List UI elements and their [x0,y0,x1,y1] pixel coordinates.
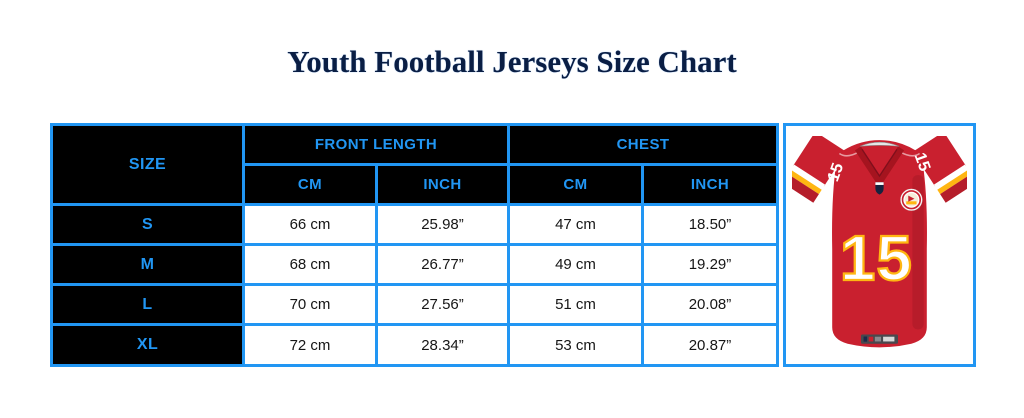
jersey-right-sleeve [912,136,967,203]
jersey-number-right-shoulder: 15 [911,150,934,173]
chart-area: SIZE FRONT LENGTH CHEST CM INCH CM INCH … [50,123,976,367]
page-title: Youth Football Jerseys Size Chart [287,44,737,79]
front-inch-cell-s: 25.98” [378,206,507,243]
front-cm-cell-l: 70 cm [245,286,375,323]
jersey-number-front: 15 [840,222,913,294]
size-cell-xl: XL [53,326,242,364]
size-cell-m: M [53,246,242,283]
chest-inch-cell-m: 19.29” [644,246,776,283]
jersey-graphic: 15 15 15 [792,136,967,348]
chest-cm-cell-xl: 53 cm [510,326,641,364]
size-chart-table: SIZE FRONT LENGTH CHEST CM INCH CM INCH … [50,123,779,367]
chest-cm-cell-l: 51 cm [510,286,641,323]
jersey-collar-opening [859,141,900,147]
header-cell-chest: CHEST [510,126,776,163]
nfl-shield-icon [875,182,884,195]
size-cell-l: L [53,286,242,323]
subheader-chest-cm: CM [510,166,641,203]
right-seam-piping [900,151,921,157]
chest-cm-cell-s: 47 cm [510,206,641,243]
front-inch-cell-l: 27.56” [378,286,507,323]
front-cm-cell-s: 66 cm [245,206,375,243]
front-inch-cell-m: 26.77” [378,246,507,283]
subheader-front-inch: INCH [378,166,507,203]
swoosh-icon [935,218,949,231]
left-seam-piping [838,151,859,157]
jersey-body [832,140,927,348]
vneck-inner-line [861,149,898,178]
chest-inch-cell-s: 18.50” [644,206,776,243]
size-cell-s: S [53,206,242,243]
jersey-number-left-shoulder: 15 [824,161,847,184]
front-cm-cell-m: 68 cm [245,246,375,283]
jersey-side-shade [912,175,924,330]
chest-cm-cell-m: 49 cm [510,246,641,283]
header-cell-front-length: FRONT LENGTH [245,126,507,163]
header-cell-size: SIZE [53,126,242,203]
jersey-product-image: 15 15 15 [783,123,976,367]
jock-tag [860,334,899,344]
team-patch-icon [900,188,923,211]
chest-inch-cell-l: 20.08” [644,286,776,323]
jersey-vneck [854,146,905,188]
subheader-chest-inch: INCH [644,166,776,203]
chest-inch-cell-xl: 20.87” [644,326,776,364]
front-inch-cell-xl: 28.34” [378,326,507,364]
jersey-left-sleeve [792,136,847,203]
front-cm-cell-xl: 72 cm [245,326,375,364]
subheader-front-cm: CM [245,166,375,203]
